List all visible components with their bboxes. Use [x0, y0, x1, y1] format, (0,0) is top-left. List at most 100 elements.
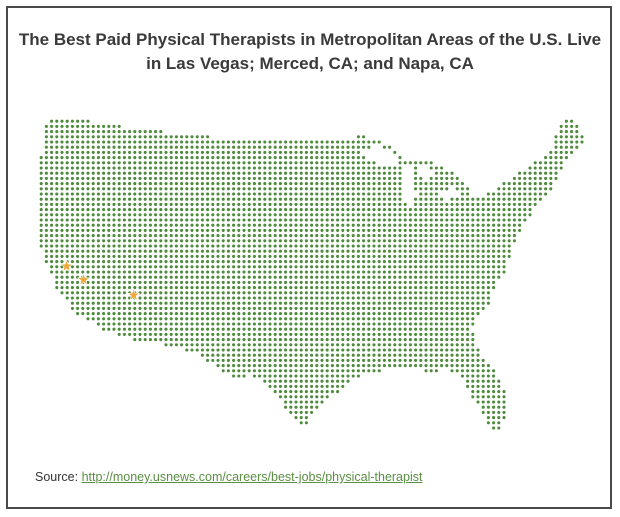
map-dot: [174, 327, 178, 331]
map-dot: [294, 291, 298, 295]
map-dot: [434, 301, 438, 305]
map-dot: [466, 286, 470, 290]
map-dot: [102, 130, 106, 134]
map-dot: [258, 187, 262, 191]
map-dot: [356, 239, 360, 243]
map-dot: [330, 374, 334, 378]
map-dot: [289, 270, 293, 274]
map-dot: [268, 187, 272, 191]
map-dot: [284, 156, 288, 160]
map-dot: [403, 213, 407, 217]
map-dot: [304, 280, 308, 284]
map-dot: [507, 249, 511, 253]
map-dot: [128, 223, 132, 227]
map-dot: [195, 150, 199, 154]
map-dot: [492, 275, 496, 279]
map-dot: [122, 135, 126, 139]
map-dot: [232, 322, 236, 326]
map-dot: [320, 244, 324, 248]
map-dot: [310, 332, 314, 336]
map-dot: [393, 358, 397, 362]
map-dot: [180, 150, 184, 154]
map-dot: [434, 270, 438, 274]
map-dot: [200, 312, 204, 316]
map-dot: [44, 176, 48, 180]
map-dot: [148, 301, 152, 305]
map-dot: [164, 254, 168, 258]
map-dot: [122, 130, 126, 134]
map-dot: [289, 332, 293, 336]
map-dot: [278, 187, 282, 191]
map-dot: [492, 265, 496, 269]
map-dot: [325, 322, 329, 326]
map-dot: [117, 213, 121, 217]
map-dot: [341, 171, 345, 175]
map-dot: [117, 234, 121, 238]
map-dot: [242, 280, 246, 284]
map-dot: [382, 239, 386, 243]
map-dot: [325, 301, 329, 305]
map-dot: [107, 301, 111, 305]
map-dot: [258, 228, 262, 232]
map-dot: [44, 171, 48, 175]
map-dot: [310, 265, 314, 269]
map-dot: [502, 270, 506, 274]
map-dot: [268, 260, 272, 264]
map-dot: [44, 234, 48, 238]
map-dot: [408, 275, 412, 279]
map-dot: [455, 176, 459, 180]
map-dot: [315, 254, 319, 258]
map-dot: [185, 270, 189, 274]
map-dot: [112, 280, 116, 284]
map-dot: [39, 228, 43, 232]
map-dot: [221, 265, 225, 269]
map-dot: [289, 254, 293, 258]
map-dot: [195, 312, 199, 316]
map-dot: [372, 197, 376, 201]
map-dot: [226, 156, 230, 160]
map-dot: [315, 234, 319, 238]
map-dot: [190, 301, 194, 305]
map-dot: [351, 306, 355, 310]
map-dot: [299, 202, 303, 206]
map-dot: [455, 244, 459, 248]
map-dot: [471, 197, 475, 201]
map-dot: [159, 327, 163, 331]
map-dot: [466, 291, 470, 295]
map-dot: [76, 171, 80, 175]
map-dot: [102, 213, 106, 217]
map-dot: [320, 156, 324, 160]
map-dot: [304, 416, 308, 420]
map-dot: [76, 124, 80, 128]
map-dot: [304, 244, 308, 248]
map-dot: [221, 140, 225, 144]
map-dot: [440, 353, 444, 357]
map-dot: [169, 275, 173, 279]
map-dot: [252, 182, 256, 186]
map-dot: [434, 364, 438, 368]
map-dot: [450, 249, 454, 253]
map-dot: [315, 202, 319, 206]
map-dot: [388, 338, 392, 342]
map-dot: [221, 275, 225, 279]
map-dot: [299, 421, 303, 425]
map-dot: [398, 187, 402, 191]
map-dot: [60, 286, 64, 290]
source-link[interactable]: http://money.usnews.com/careers/best-job…: [81, 470, 423, 484]
map-dot: [492, 228, 496, 232]
map-dot: [226, 332, 230, 336]
map-dot: [185, 223, 189, 227]
map-dot: [460, 208, 464, 212]
map-dot: [336, 161, 340, 165]
map-dot: [372, 270, 376, 274]
map-dot: [268, 171, 272, 175]
map-dot: [393, 244, 397, 248]
map-dot: [268, 369, 272, 373]
map-dot: [237, 322, 241, 326]
map-dot: [330, 197, 334, 201]
map-dot: [195, 260, 199, 264]
map-dot: [278, 265, 282, 269]
map-dot: [294, 161, 298, 165]
map-dot: [310, 348, 314, 352]
map-dot: [362, 306, 366, 310]
